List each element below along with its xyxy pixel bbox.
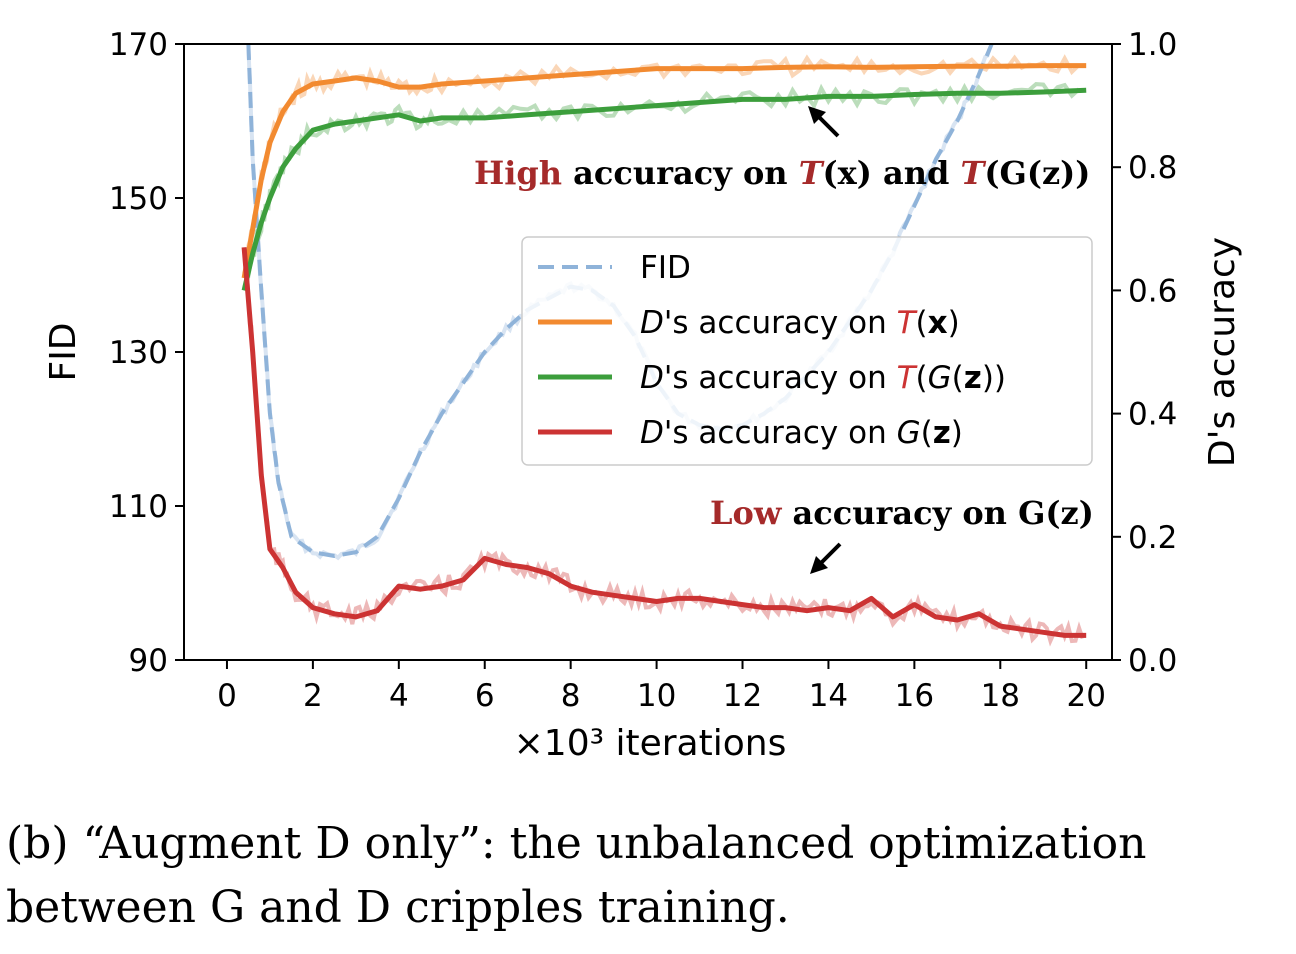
legend-label-fid: FID — [640, 250, 691, 286]
right-y-axis-label: D's accuracy — [1202, 237, 1243, 467]
y-left-tick-label: 150 — [109, 181, 168, 217]
series-line — [241, 63, 1087, 279]
series-line — [241, 87, 1087, 291]
caption-line-1: (b) “Augment D only”: the unbalanced opt… — [6, 818, 1147, 869]
x-axis-ticks: 0 2 4 6 8 10 12 14 16 18 20 — [217, 660, 1106, 714]
legend-frame — [521, 236, 1093, 466]
annotation-low-accuracy: Low accuracy on G(z) — [710, 494, 1094, 574]
x-tick-label: 16 — [895, 678, 934, 714]
right-y-axis-ticks: 0.0 0.2 0.4 0.6 0.8 1.0 — [1112, 27, 1177, 679]
caption-line-2: between G and D cripples training. — [6, 882, 790, 933]
x-tick-label: 12 — [723, 678, 762, 714]
y-right-tick-label: 0.8 — [1128, 150, 1177, 186]
y-right-tick-label: 1.0 — [1128, 27, 1177, 63]
legend-label-tgz: D's accuracy on T(G(z)) — [640, 360, 1006, 396]
y-left-tick-label: 130 — [109, 335, 168, 371]
y-right-tick-label: 0.4 — [1128, 397, 1177, 433]
series-line — [241, 247, 1087, 638]
annotation-low-arrowhead — [810, 556, 828, 574]
x-tick-label: 6 — [475, 678, 495, 714]
x-tick-label: 10 — [637, 678, 676, 714]
legend-label-gz: D's accuracy on G(z) — [640, 415, 963, 451]
annotation-high-arrowhead — [808, 106, 826, 124]
annotation-high-arrow — [815, 113, 840, 138]
annotation-high-text: High accuracy on T(x) and T(G(z)) — [474, 154, 1090, 192]
legend: FID D's accuracy on T(x) D's accuracy on… — [521, 236, 1093, 466]
y-left-tick-label: 90 — [129, 643, 168, 679]
x-tick-label: 20 — [1066, 678, 1105, 714]
left-y-axis-label: FID — [43, 322, 84, 381]
annotation-low-arrow — [817, 542, 842, 567]
y-left-tick-label: 170 — [109, 27, 168, 63]
left-y-axis-ticks: 90 110 130 150 170 — [109, 27, 184, 679]
right-y-axis-label-text: D's accuracy — [1202, 237, 1243, 467]
x-tick-label: 2 — [303, 678, 323, 714]
y-right-tick-label: 0.2 — [1128, 520, 1177, 556]
x-tick-label: 14 — [809, 678, 848, 714]
x-tick-label: 0 — [217, 678, 237, 714]
legend-label-tx: D's accuracy on T(x) — [640, 305, 960, 341]
y-right-tick-label: 0.6 — [1128, 273, 1177, 309]
y-left-tick-label: 110 — [109, 489, 168, 525]
y-right-tick-label: 0.0 — [1128, 643, 1177, 679]
annotation-low-text: Low accuracy on G(z) — [710, 494, 1094, 532]
x-tick-label: 18 — [981, 678, 1020, 714]
x-axis-label: ×10³ iterations — [514, 723, 787, 764]
x-tick-label: 8 — [561, 678, 581, 714]
figure-caption: (b) “Augment D only”: the unbalanced opt… — [6, 812, 1296, 940]
annotation-high-accuracy: High accuracy on T(x) and T(G(z)) — [474, 106, 1090, 192]
x-tick-label: 4 — [389, 678, 409, 714]
